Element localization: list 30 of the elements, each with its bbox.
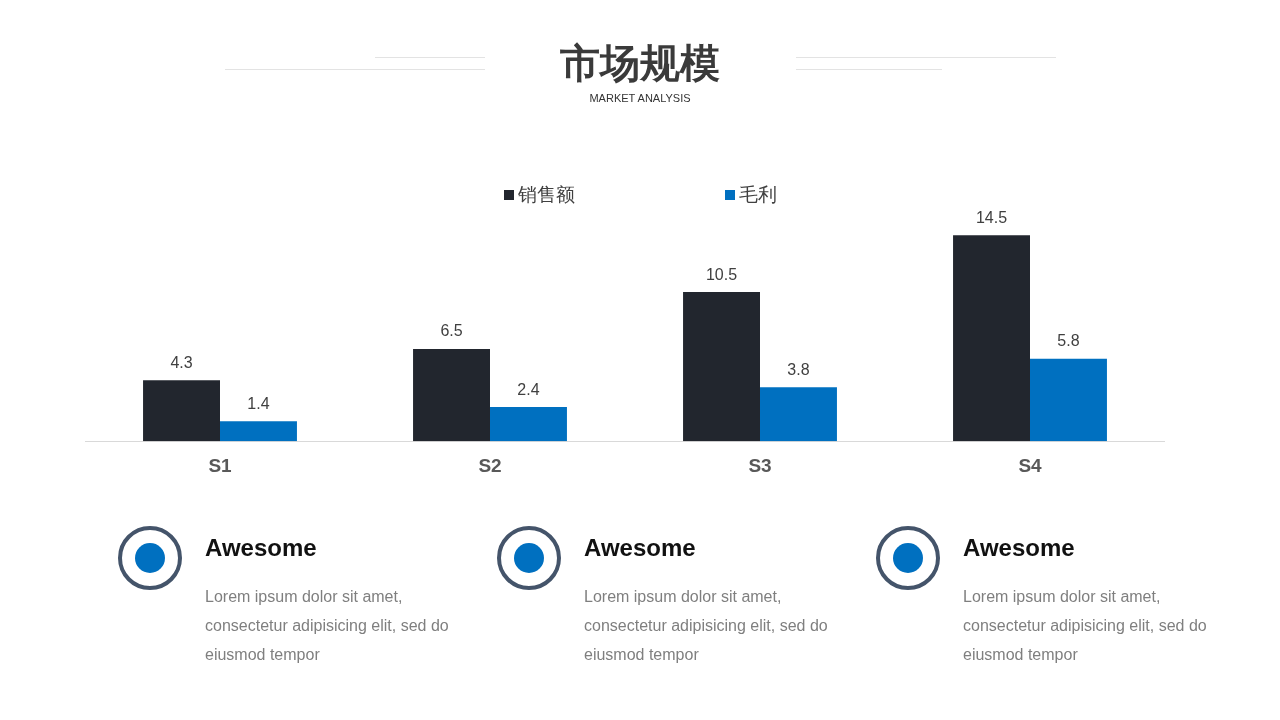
x-tick-label: S3 [748,454,772,476]
data-label: 14.5 [975,208,1008,226]
data-label: 4.3 [170,353,193,371]
bar [683,292,760,442]
chart-title: 市场规模 [559,40,721,87]
x-tick-label: S2 [478,454,502,476]
bar [413,348,490,442]
text: Awesome [963,534,1075,562]
bar [1030,358,1107,442]
legend-label: 销售额 [517,183,575,207]
x-tick-label: S4 [1018,454,1043,476]
legend-label: 毛利 [738,183,777,207]
data-label: 3.8 [787,360,810,378]
data-label: 6.5 [440,322,463,340]
chart-subtitle: MARKET ANALYSIS [588,92,692,104]
text: Lorem ipsum dolor sit amet, consectetur adipisicing elit, sed do eiusmod tempor [963,587,1208,665]
bar [490,407,567,442]
data-label: 2.4 [517,380,540,398]
bar [143,380,220,442]
bar [760,387,837,442]
text: Lorem ipsum dolor sit amet, consectetur adipisicing elit, sed do eiusmod tempor [584,587,829,665]
data-label: 1.4 [247,394,270,412]
text: Lorem ipsum dolor sit amet, consectetur adipisicing elit, sed do eiusmod tempor [205,587,450,665]
bar [220,421,297,442]
text: Awesome [584,534,696,562]
bar [953,235,1030,442]
data-label: 5.8 [1057,332,1080,350]
text: Awesome [205,534,317,562]
x-tick-label: S1 [208,454,233,476]
data-label: 10.5 [705,265,738,283]
